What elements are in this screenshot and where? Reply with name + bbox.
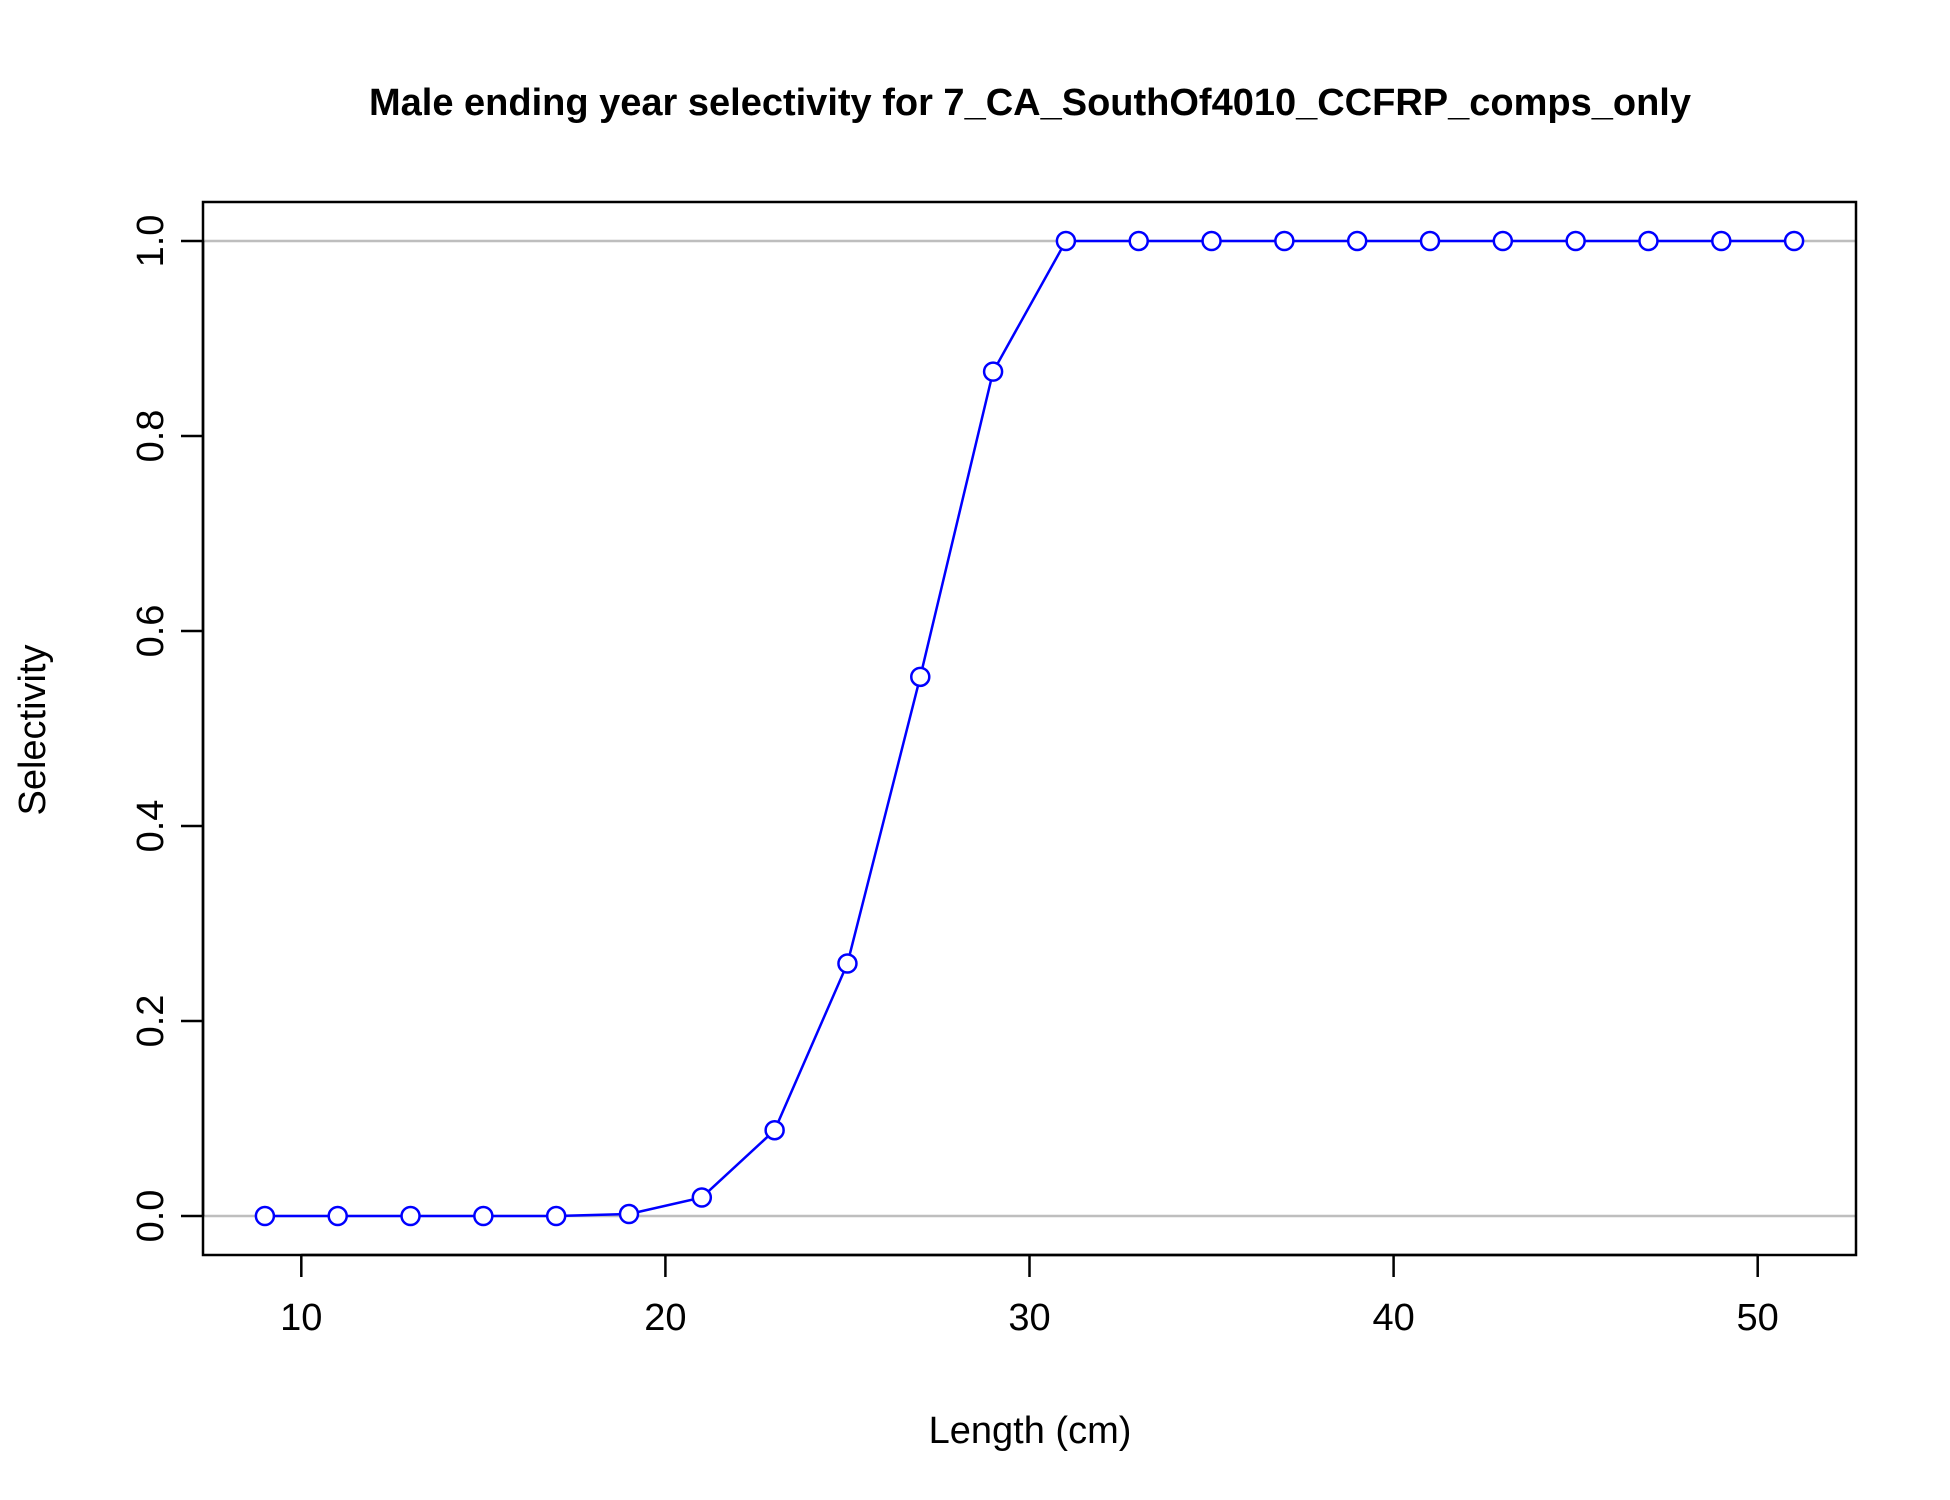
- data-point: [618, 1203, 640, 1225]
- y-tick-label: 0.4: [130, 800, 172, 853]
- y-tick-label: 0.2: [130, 995, 172, 1048]
- data-point: [400, 1205, 421, 1227]
- data-point: [1346, 230, 1368, 252]
- data-point: [254, 1205, 276, 1227]
- data-point: [1419, 230, 1441, 252]
- x-tick-label: 10: [280, 1297, 322, 1339]
- series-layer: [254, 230, 1805, 1227]
- data-point: [1492, 230, 1514, 252]
- data-point: [1128, 230, 1149, 252]
- data-point: [837, 953, 858, 974]
- data-point: [473, 1205, 494, 1227]
- data-point: [1055, 230, 1077, 252]
- y-axis: 0.0 0.2 0.4 0.6 0.8 1.0: [130, 215, 205, 1243]
- data-point: [1711, 230, 1732, 252]
- data-point: [764, 1119, 785, 1141]
- x-tick-label: 30: [1008, 1297, 1050, 1339]
- series-line: [264, 239, 1795, 1218]
- y-axis-label: Selectivity: [12, 644, 54, 815]
- data-point: [1201, 230, 1222, 252]
- data-point: [1638, 230, 1659, 252]
- data-point: [1565, 230, 1586, 252]
- data-point: [327, 1205, 348, 1227]
- x-tick-label: 40: [1372, 1297, 1414, 1339]
- y-tick-label: 1.0: [130, 215, 172, 268]
- chart-title: Male ending year selectivity for 7_CA_So…: [369, 82, 1691, 124]
- plot-frame: [201, 200, 1858, 1257]
- data-point: [691, 1187, 713, 1208]
- x-tick-label: 20: [644, 1297, 686, 1339]
- x-tick-label: 50: [1737, 1297, 1779, 1339]
- y-tick-label: 0.6: [130, 605, 172, 658]
- data-point: [982, 361, 1004, 382]
- y-tick-label: 0.8: [130, 410, 172, 463]
- data-point: [910, 666, 931, 688]
- data-point: [1274, 230, 1295, 252]
- y-tick-label: 0.0: [130, 1190, 172, 1243]
- reference-lines: [203, 239, 1856, 1218]
- x-axis-label: Length (cm): [929, 1410, 1132, 1452]
- x-axis: 10 20 30 40 50: [280, 1253, 1779, 1339]
- data-point: [545, 1205, 567, 1227]
- data-point: [1783, 230, 1805, 252]
